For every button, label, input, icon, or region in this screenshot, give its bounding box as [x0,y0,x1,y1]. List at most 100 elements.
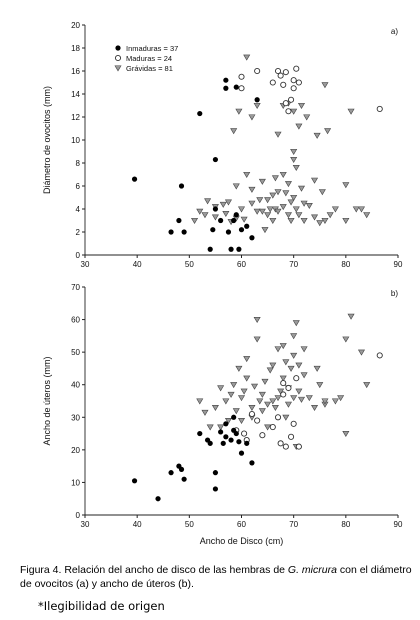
data-point [352,206,360,213]
data-point [196,398,204,405]
data-point [313,365,321,372]
data-point [223,77,229,83]
data-point [290,420,297,427]
data-point [269,424,276,431]
data-point [331,398,339,405]
data-point [253,102,261,109]
data-point [212,486,219,492]
data-point [357,349,366,356]
data-point [256,398,264,405]
data-point [290,333,298,340]
y-tick-label: 12 [71,113,80,122]
data-point [287,199,295,206]
data-point [305,203,313,209]
data-point [295,123,303,130]
x-tick-label: 40 [133,520,142,529]
data-point [324,128,332,135]
data-point [178,183,185,189]
x-axis-label: Ancho de Disco (cm) [200,536,284,546]
data-point [264,424,272,431]
data-point [269,217,277,224]
x-tick-label: 30 [81,520,90,529]
y-tick-label: 20 [71,446,80,455]
data-point [232,408,240,415]
data-point [237,395,246,402]
data-point [235,108,243,115]
data-point [253,317,261,324]
data-point [300,346,308,353]
data-point [282,359,290,366]
data-point [233,430,239,437]
data-point [258,208,266,215]
data-point [363,212,371,219]
legend-entry: Maduras = 24 [126,54,172,63]
data-point [258,408,266,415]
x-tick-label: 30 [81,260,90,269]
data-point [300,200,308,207]
data-point [168,470,174,476]
data-point [363,382,371,389]
x-tick-label: 50 [185,520,194,529]
figure-4: 30 40 50 60 70 80 90 0 2 4 6 8 10 12 14 16 18 20 Diámetro … [42,21,403,546]
data-point [240,388,248,395]
data-point [178,466,185,472]
data-point [197,430,203,437]
data-point [201,409,209,416]
x-tick-label: 80 [341,520,350,529]
data-point [258,178,266,185]
data-point [264,212,272,219]
data-point [191,217,199,224]
data-point [321,82,329,89]
data-point [347,108,355,115]
data-point [288,433,295,440]
data-point [258,391,266,398]
data-point [285,108,292,115]
data-point [254,67,261,75]
data-point [279,171,287,178]
data-point [237,206,246,213]
data-point [295,443,302,450]
y-tick-label: 6 [76,182,81,191]
data-point [207,440,213,446]
data-point [297,185,306,192]
data-point [284,212,292,219]
data-point [248,200,256,207]
data-point [280,391,287,398]
data-point [280,380,287,387]
data-point [212,206,219,212]
data-point [274,414,282,421]
data-point [264,197,272,204]
data-point [211,214,219,221]
panel-label: b) [391,289,398,298]
y-tick-label: 10 [71,136,80,145]
data-point [259,432,266,439]
data-point [231,217,237,224]
x-tick-label: 60 [237,260,246,269]
data-point [282,100,289,107]
data-point [251,383,259,390]
data-point [326,212,334,219]
y-tick-label: 20 [71,21,80,30]
data-point [248,404,256,411]
data-point [155,496,161,502]
x-tick-label: 40 [133,260,142,269]
data-point [277,72,284,79]
data-point [316,220,324,227]
y-tick-label: 8 [76,159,81,168]
y-tick-label: 4 [76,205,81,214]
x-tick-label: 70 [289,520,298,529]
caption-prefix: Figura 4. Relación del ancho de disco de… [20,564,288,576]
data-point [347,313,355,320]
data-point [244,223,250,229]
data-point [181,476,187,482]
y-tick-label: 60 [71,316,80,325]
data-point [331,206,339,213]
data-point [271,404,279,411]
y-tick-label: 14 [71,90,80,99]
legend-entry: Grávidas = 81 [126,64,173,73]
data-point [228,437,234,443]
data-point [243,375,251,382]
x-tick-label: 60 [237,520,246,529]
data-point [376,105,383,112]
data-point [238,73,245,80]
